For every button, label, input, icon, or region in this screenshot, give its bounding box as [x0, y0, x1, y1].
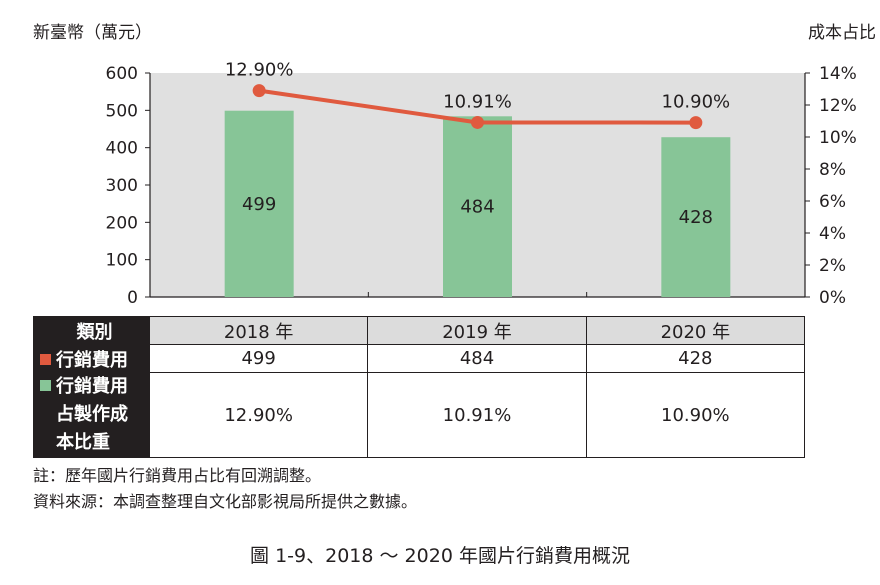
year-header: 2019 年	[367, 316, 587, 345]
right-axis-title: 成本占比	[808, 23, 876, 43]
right-axis: 14% 12% 10% 8% 6% 4% 2% 0%	[804, 64, 857, 308]
right-tick-label: 14%	[819, 64, 857, 84]
right-tick-label: 4%	[819, 224, 846, 244]
table-cell: 484	[367, 344, 587, 373]
line-point	[689, 116, 703, 130]
bar-value-label: 499	[242, 194, 276, 215]
right-tick-label: 12%	[819, 96, 857, 116]
line-point	[252, 84, 266, 98]
bar	[661, 137, 731, 297]
line-series: 12.90% 10.91% 10.90%	[225, 60, 730, 130]
right-tick-label: 10%	[819, 128, 857, 148]
left-tick-label: 400	[106, 139, 138, 159]
bar-series: 499 484 428	[224, 110, 731, 297]
table-row: 行銷費用 499 484 428	[33, 344, 806, 373]
row-label: 行銷費用	[56, 376, 128, 397]
marketing-cost-row-header: 行銷費用	[33, 344, 150, 373]
right-tick-label: 0%	[819, 288, 846, 308]
line-value-label: 10.90%	[662, 92, 731, 113]
left-tick-label: 100	[106, 251, 138, 271]
bar	[443, 116, 512, 297]
data-table: 類別 2018 年 2019 年 2020 年 行銷費用 499 484 428…	[33, 316, 806, 458]
table-cell: 10.90%	[585, 372, 806, 458]
row-label: 行銷費用	[56, 349, 128, 371]
right-tick-label: 8%	[819, 160, 846, 180]
legend-swatch-bar	[40, 380, 51, 391]
line-value-label: 10.91%	[443, 91, 512, 112]
right-tick-label: 6%	[819, 192, 846, 212]
legend-swatch-line	[40, 353, 51, 365]
left-tick-label: 600	[106, 64, 138, 84]
bar	[224, 110, 294, 297]
table-cell: 499	[148, 344, 369, 373]
year-header: 2020 年	[585, 316, 806, 345]
left-axis-title: 新臺幣（萬元）	[33, 23, 152, 43]
table-row: 行銷費用占製作成本比重 12.90% 10.91% 10.90%	[33, 372, 806, 458]
table-cell: 12.90%	[148, 372, 369, 458]
source-text: 資料來源：本調查整理自文化部影視局所提供之數據。	[33, 492, 418, 511]
left-tick-label: 0	[127, 288, 138, 308]
figure-caption: 圖 1-9、2018 ～ 2020 年國片行銷費用概況	[250, 545, 630, 567]
category-header: 類別	[33, 316, 150, 345]
table-header-row: 類別 2018 年 2019 年 2020 年	[33, 316, 806, 345]
row-label: 本比重	[56, 432, 110, 453]
bar-value-label: 428	[679, 207, 713, 228]
row-label: 占製作成	[56, 404, 128, 425]
left-tick-label: 300	[106, 176, 138, 196]
table-cell: 10.91%	[367, 372, 587, 458]
year-header: 2018 年	[148, 316, 369, 345]
line-value-label: 12.90%	[225, 60, 294, 81]
bar-value-label: 484	[460, 197, 494, 218]
cost-ratio-row-header: 行銷費用占製作成本比重	[33, 372, 150, 458]
note-text: 註：歷年國片行銷費用占比有回溯調整。	[33, 466, 322, 485]
table-cell: 428	[585, 344, 806, 373]
left-tick-label: 500	[106, 101, 138, 121]
line-point	[471, 115, 484, 129]
left-tick-label: 200	[106, 213, 138, 233]
right-tick-label: 2%	[819, 256, 846, 276]
